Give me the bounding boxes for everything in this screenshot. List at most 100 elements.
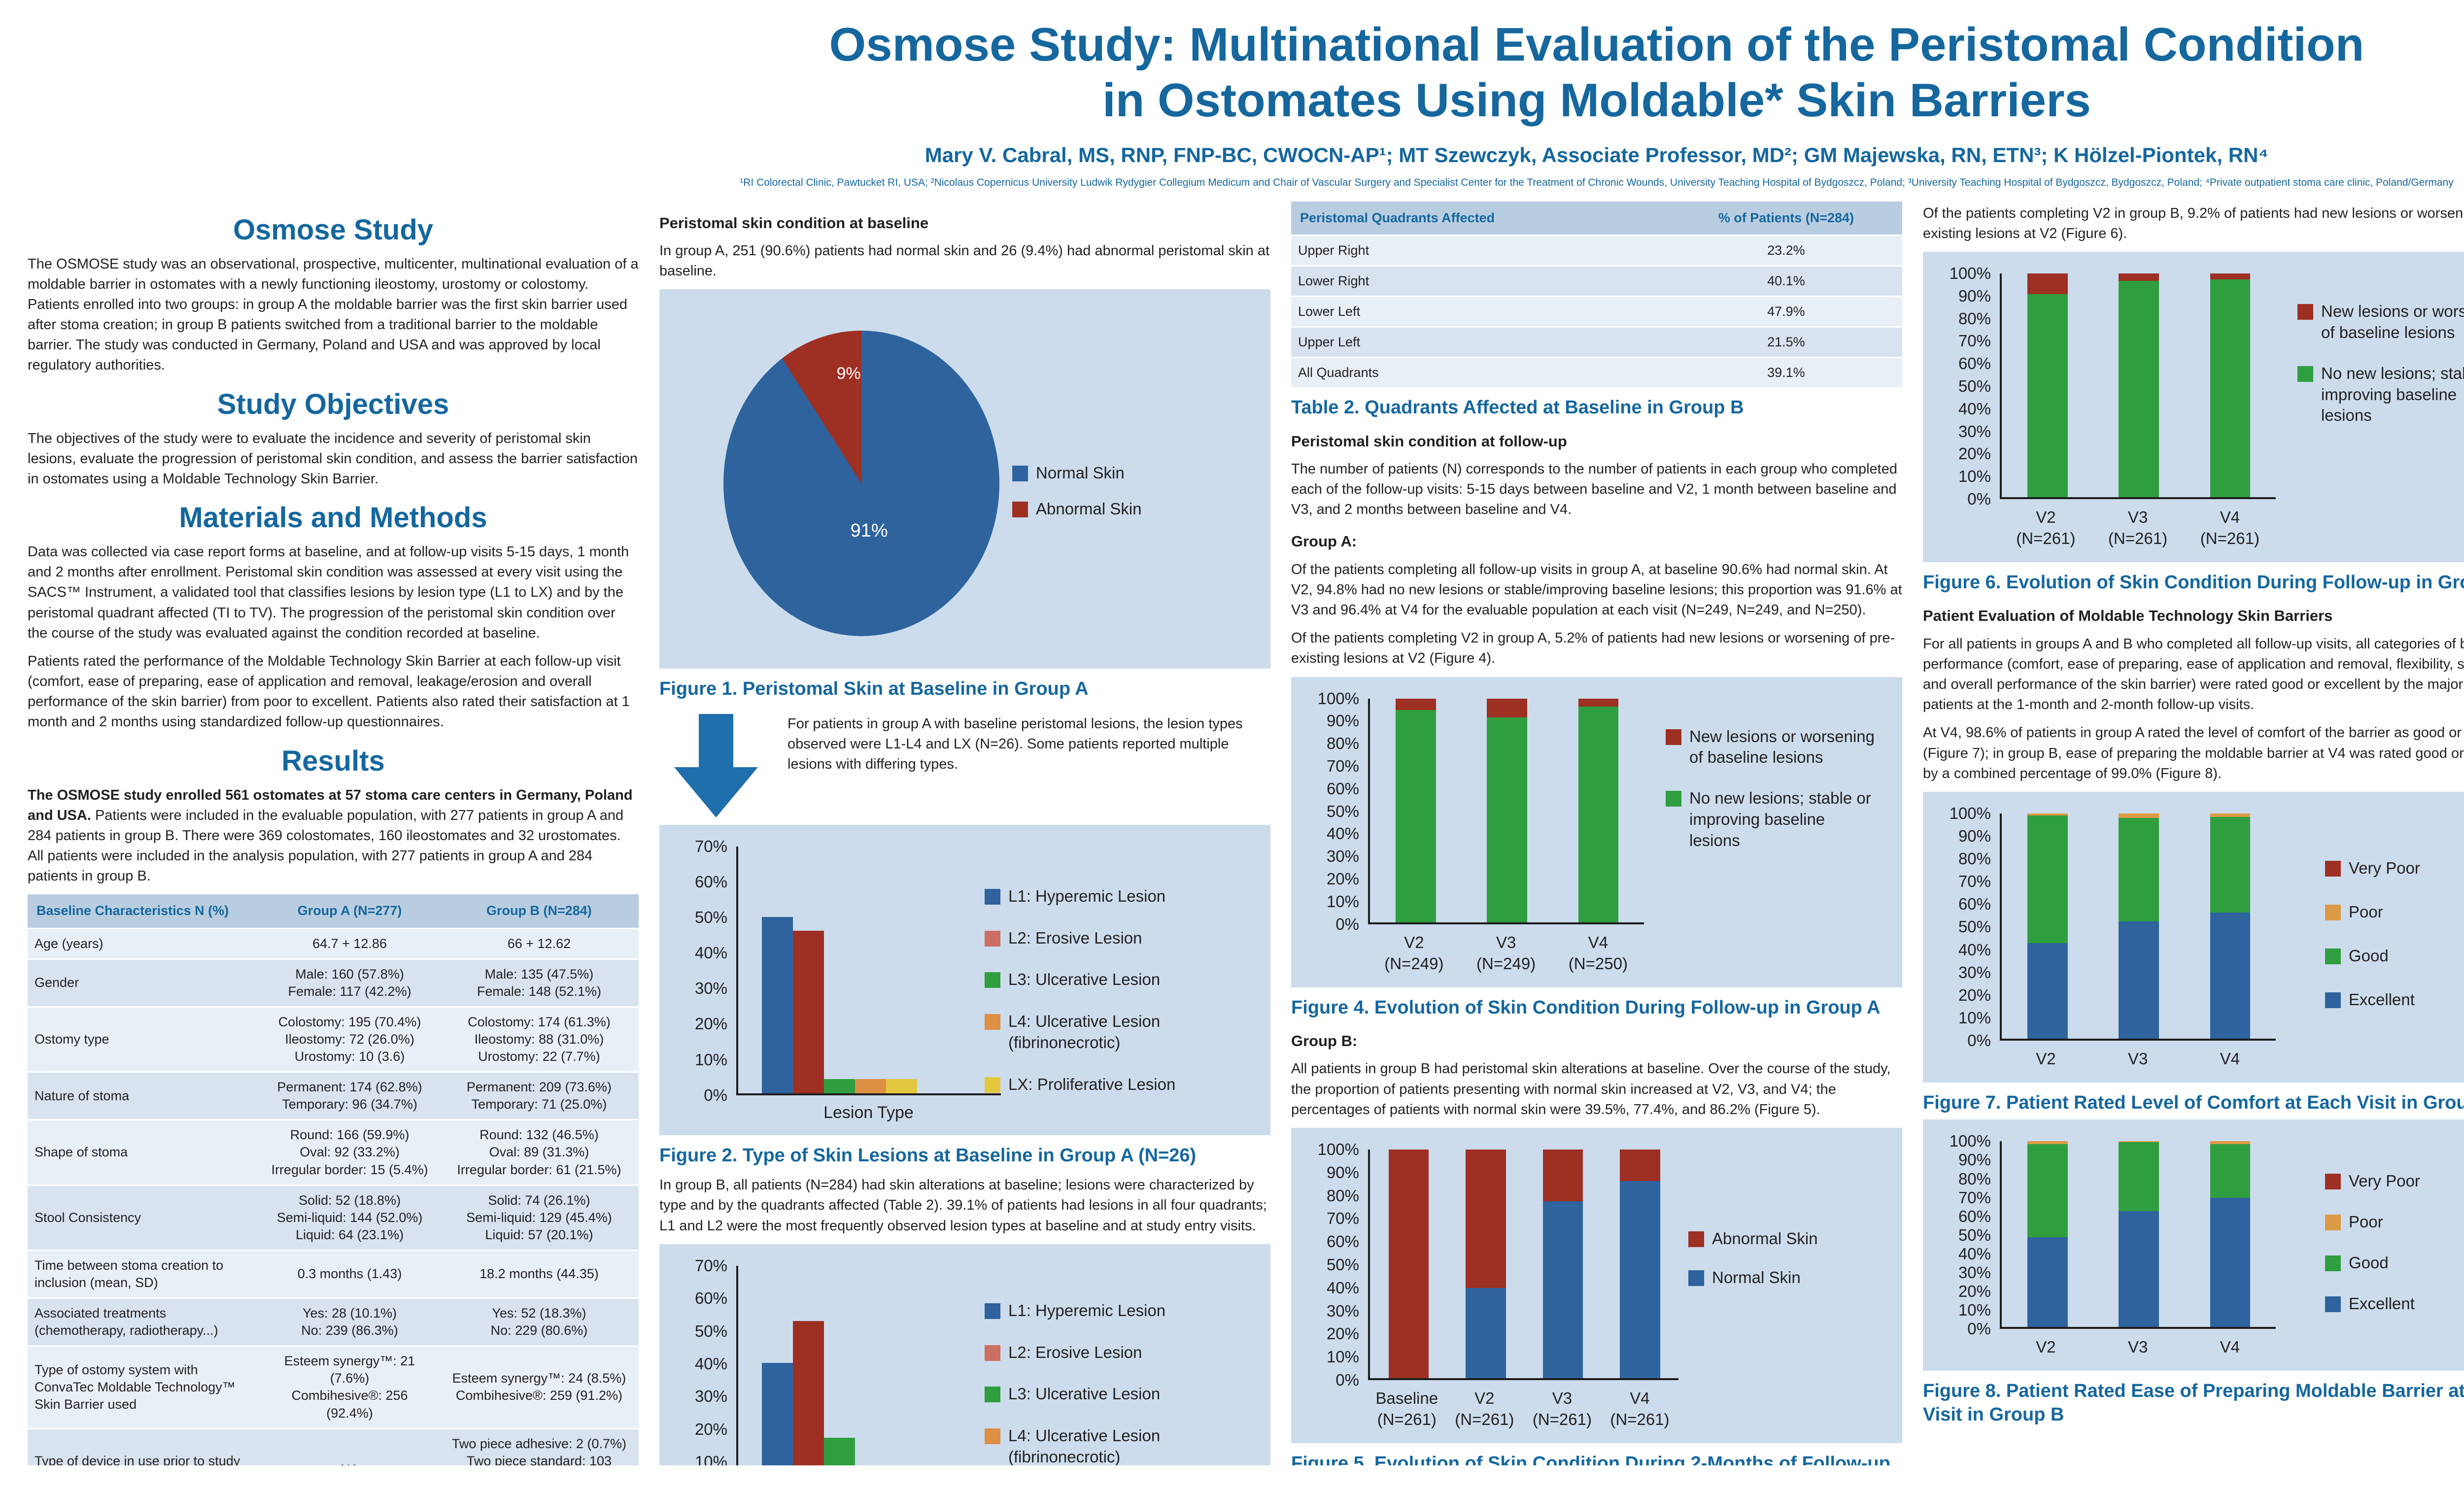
legend-item: Poor	[2325, 902, 2464, 923]
group-a-cell: Permanent: 174 (62.8%) Temporary: 96 (34.…	[260, 1071, 440, 1120]
chart-legend: Abnormal Skin Normal Skin	[1688, 1228, 1881, 1288]
column-4: Of the patients completing V2 in group B…	[1923, 202, 2464, 1465]
evaluation-paragraph-2: At V4, 98.6% of patients in group A rate…	[1923, 725, 2464, 781]
stack-segment	[1620, 1149, 1660, 1181]
legend-swatch	[985, 888, 1000, 905]
legend-item: Poor	[2325, 1212, 2464, 1233]
stack-segment	[2027, 1144, 2068, 1237]
figure6-caption: Figure 6. Evolution of Skin Condition Du…	[1923, 572, 2464, 593]
followup-paragraph: The number of patients (N) corresponds t…	[1291, 461, 1897, 518]
quadrant-label: Upper Left	[1291, 326, 1670, 358]
y-axis-label: 70%	[1958, 872, 1991, 891]
legend-item: L2: Erosive Lesion	[985, 1342, 1241, 1363]
chart-grid: 100% 90% 80% 70% 60% 50% 40% 30% 20% 10% 0% V2 V3 V4	[1943, 804, 2276, 1070]
legend-swatch	[1688, 1231, 1704, 1247]
pie-wrap: 91% 9%	[679, 311, 1254, 656]
stack-segment	[2027, 943, 2068, 1039]
y-axis-label: 60%	[1958, 354, 1991, 373]
quadrant-label: Lower Right	[1291, 265, 1670, 297]
bar-column	[2185, 1141, 2276, 1327]
y-axis-label: 40%	[1326, 1278, 1359, 1297]
y-axis-label: 90%	[1958, 286, 1991, 305]
table2-body: Upper Right 23.2% Lower Right 40.1% Lower Le…	[1291, 234, 1902, 388]
table-row: Type of device in use prior to study inc…	[28, 1427, 639, 1465]
objectives-paragraph: The objectives of the study were to eval…	[28, 430, 638, 487]
legend-item: Abnormal Skin	[1688, 1228, 1881, 1250]
stack-segment	[2119, 1211, 2159, 1327]
stacked-bar	[1620, 1149, 1660, 1379]
table-row: Nature of stoma Permanent: 174 (62.8%) Tem…	[28, 1071, 639, 1120]
stack-segment	[2119, 813, 2159, 818]
y-axis-label: 90%	[1326, 711, 1359, 730]
legend-swatch	[1012, 502, 1028, 518]
legend-label: Very Poor	[2349, 1172, 2420, 1190]
legend-swatch	[985, 1014, 1000, 1030]
y-axis-label: 80%	[1326, 734, 1359, 753]
legend-item: L3: Ulcerative Lesion	[985, 1384, 1241, 1405]
stacked-bar	[2119, 273, 2159, 498]
y-axis-label: 30%	[694, 979, 727, 998]
row-label: Type of device in use prior to study inc…	[28, 1427, 260, 1465]
quadrant-label: Lower Left	[1291, 295, 1670, 327]
y-axis-label: 50%	[1958, 1225, 1991, 1244]
chart-grid: 70% 60% 50% 40% 30% 20% 10% 0% Lesion Type	[679, 837, 1001, 1122]
figure2-panel: 70% 60% 50% 40% 30% 20% 10% 0% Lesion Type L1: Hy…	[659, 824, 1270, 1135]
stack-segment	[1542, 1201, 1583, 1379]
stack-segment	[1466, 1149, 1506, 1288]
stack-segment	[2027, 1141, 2068, 1145]
chart-legend: L1: Hyperemic Lesion L2: Erosive Lesion L3…	[985, 886, 1241, 1095]
section-results: Results	[281, 745, 385, 777]
group-a-cell: Esteem synergy™: 21 (7.6%) Combihesive®: …	[260, 1345, 440, 1429]
legend-item: No new lesions; stable or improving base…	[2297, 363, 2464, 427]
chart-grid: 100% 90% 80% 70% 60% 50% 40% 30% 20% 10% 0% Baselin…	[1311, 1140, 1679, 1430]
arrow-note-row: For patients in group A with baseline pe…	[674, 713, 1270, 820]
stack-segment	[2027, 1237, 2068, 1327]
y-axis-label: 70%	[1958, 1188, 1991, 1207]
stacked-bar	[1487, 698, 1527, 922]
legend-label: Normal Skin	[1712, 1268, 1801, 1287]
legend-swatch	[2325, 1296, 2341, 1313]
y-axis-label: 0%	[704, 1085, 727, 1104]
x-category-label: V3 (N=261)	[1532, 1389, 1592, 1428]
y-axis: 100% 90% 80% 70% 60% 50% 40% 30% 20% 10% 0%	[1311, 689, 1368, 933]
y-axis-label: 70%	[1326, 757, 1359, 776]
stack-segment	[2210, 1198, 2251, 1327]
table-row: Type of ostomy system with ConvaTec Mold…	[28, 1345, 639, 1429]
evaluation-paragraph-1: For all patients in groups A and B who c…	[1923, 636, 2464, 713]
group-a-paragraph-2: Of the patients completing V2 in group A…	[1291, 630, 1895, 667]
x-category-label: V3	[2127, 1049, 2148, 1068]
stack-segment	[2210, 813, 2251, 817]
y-axis-label: 20%	[694, 1015, 727, 1033]
y-axis-label: 70%	[1326, 1209, 1359, 1228]
stacked-bar	[2210, 273, 2251, 498]
legend-label: Very Poor	[2349, 858, 2420, 877]
bar-column	[1524, 1149, 1602, 1379]
table2-header-label: Peristomal Quadrants Affected	[1291, 201, 1670, 236]
y-axis-label: 20%	[1958, 1282, 1991, 1301]
x-category-label: V3 (N=261)	[2108, 508, 2168, 547]
y-axis-label: 50%	[1958, 376, 1991, 395]
followup-subhead: Peristomal skin condition at follow-up	[1291, 432, 1567, 450]
legend-item: Abnormal Skin	[1012, 499, 1219, 520]
y-axis-label: 80%	[1958, 309, 1991, 328]
groupb-baseline-paragraph: In group B, all patients (N=284) had ski…	[659, 1177, 1267, 1234]
table-row: Ostomy type Colostomy: 195 (70.4%) Ileosto…	[28, 1006, 639, 1072]
stacked-chart-figure7: 100% 90% 80% 70% 60% 50% 40% 30% 20% 10% 0% V2 V3 V4 V…	[1943, 804, 2464, 1070]
legend-item: L1: Hyperemic Lesion	[985, 1300, 1241, 1321]
row-label: Ostomy type	[28, 1006, 260, 1072]
legend-item: L4: Ulcerative Lesion (fibrinonecrotic)	[985, 1425, 1241, 1465]
y-axis-label: 40%	[694, 944, 727, 962]
bar-l2	[793, 1321, 824, 1465]
legend-item: Normal Skin	[1012, 463, 1219, 484]
legend-swatch	[2325, 948, 2341, 964]
row-label: Associated treatments (chemotherapy, rad…	[28, 1297, 260, 1346]
table-row: All Quadrants 39.1%	[1291, 357, 1902, 388]
y-axis-label: 20%	[1326, 1324, 1359, 1343]
stacked-bar	[2119, 1141, 2159, 1327]
row-label: Time between stoma creation to inclusion…	[28, 1249, 260, 1298]
legend-label: L1: Hyperemic Lesion	[1008, 886, 1166, 905]
legend-label: New lesions or worsening of baseline les…	[2321, 302, 2464, 341]
table-row: Time between stoma creation to inclusion…	[28, 1249, 639, 1298]
plot-area	[2000, 1141, 2276, 1329]
x-category-label: V4 (N=250)	[1568, 933, 1628, 973]
